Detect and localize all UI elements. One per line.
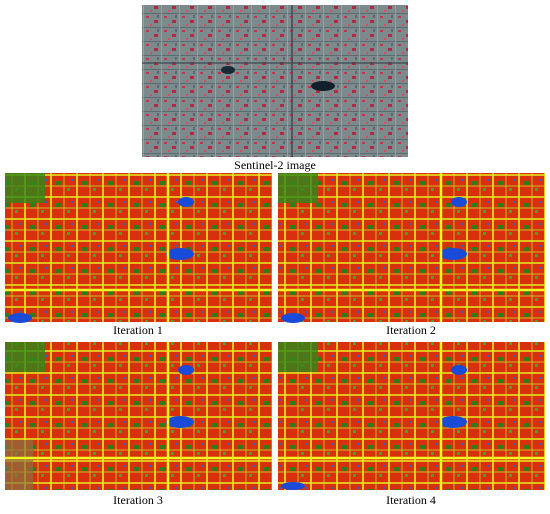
caption: Iteration 4 [386,493,436,507]
classified-map [5,173,272,323]
sentinel-image [142,5,408,157]
caption: Iteration 3 [113,493,163,507]
classified-map [278,342,545,490]
classified-map [278,173,545,323]
caption: Sentinel-2 image [234,158,316,172]
caption: Iteration 1 [113,323,163,337]
caption: Iteration 2 [386,323,436,337]
classified-map [5,342,272,490]
